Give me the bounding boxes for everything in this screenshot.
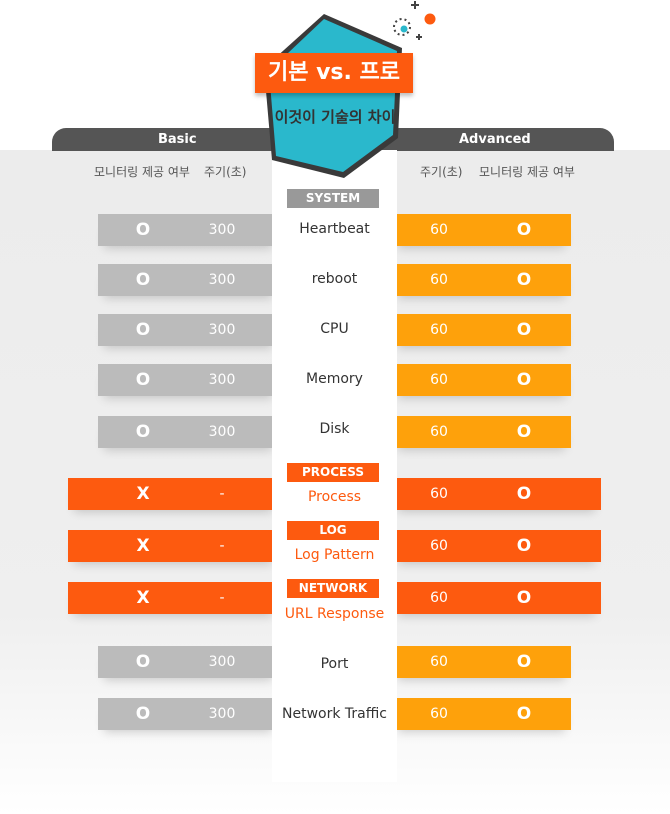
feature-label: CPU bbox=[320, 321, 349, 337]
tab-basic-label: Basic bbox=[158, 132, 197, 147]
basic-provided-value: X bbox=[136, 484, 150, 504]
advanced-period-value: 60 bbox=[430, 654, 448, 670]
advanced-period-value: 60 bbox=[430, 486, 448, 502]
feature-label: Heartbeat bbox=[299, 221, 370, 237]
basic-row-bar: O 300 bbox=[98, 314, 278, 346]
feature-label: Process bbox=[307, 489, 362, 505]
advanced-period-value: 60 bbox=[430, 538, 448, 554]
advanced-period-value: 60 bbox=[430, 590, 448, 606]
feature-label: Memory bbox=[306, 371, 363, 387]
badge-subtitle: 이것이 기술의 차이 bbox=[274, 108, 396, 126]
advanced-provided-value: O bbox=[516, 536, 532, 556]
advanced-provided-value: O bbox=[516, 220, 532, 240]
advanced-row-bar: 60 O bbox=[392, 264, 571, 296]
advanced-provided-value: O bbox=[516, 270, 532, 290]
basic-period-value: 300 bbox=[208, 272, 236, 288]
advanced-row-bar: 60 O bbox=[392, 646, 571, 678]
basic-provided-value: X bbox=[136, 536, 150, 556]
category-log: LOG bbox=[287, 521, 379, 540]
advanced-period-header: 주기(초) bbox=[420, 165, 463, 179]
feature-label: Log Pattern bbox=[294, 547, 375, 563]
advanced-provided-value: O bbox=[516, 484, 532, 504]
basic-row-bar: O 300 bbox=[98, 364, 278, 396]
basic-period-value: 300 bbox=[208, 322, 236, 338]
basic-period-value: 300 bbox=[208, 654, 236, 670]
feature-label: Port bbox=[320, 656, 349, 672]
basic-period-value: 300 bbox=[208, 222, 236, 238]
advanced-provided-value: O bbox=[516, 422, 532, 442]
advanced-row-bar: 60 O bbox=[392, 416, 571, 448]
basic-row-bar: O 300 bbox=[98, 698, 278, 730]
basic-provided-value: O bbox=[135, 320, 151, 340]
badge-title: 기본 vs. 프로 bbox=[255, 53, 413, 93]
advanced-provided-value: O bbox=[516, 320, 532, 340]
sparkle-decoration-icon bbox=[393, 1, 436, 40]
tab-advanced: Advanced bbox=[337, 128, 614, 151]
basic-row-bar: X- bbox=[68, 478, 278, 510]
advanced-period-value: 60 bbox=[430, 222, 448, 238]
basic-period-value: 300 bbox=[208, 424, 236, 440]
advanced-provided-value: O bbox=[516, 370, 532, 390]
basic-period-value: - bbox=[219, 590, 225, 606]
basic-period-value: 300 bbox=[208, 372, 236, 388]
advanced-row-bar: 60 O bbox=[392, 698, 571, 730]
advanced-provided-value: O bbox=[516, 588, 532, 608]
feature-label: URL Response bbox=[284, 606, 385, 622]
basic-row-bar: O 300 bbox=[98, 416, 278, 448]
advanced-row-bar: 60 O bbox=[392, 214, 571, 246]
advanced-period-value: 60 bbox=[430, 372, 448, 388]
feature-label: Network Traffic bbox=[282, 706, 387, 722]
feature-label: Disk bbox=[319, 421, 350, 437]
advanced-row-bar: 60 O bbox=[392, 314, 571, 346]
basic-provided-value: O bbox=[135, 270, 151, 290]
basic-period-value: - bbox=[219, 486, 225, 502]
basic-row-bar: X- bbox=[68, 530, 278, 562]
basic-period-value: - bbox=[219, 538, 225, 554]
advanced-row-bar: 60 O bbox=[392, 478, 601, 510]
advanced-provided-value: O bbox=[516, 704, 532, 724]
advanced-period-value: 60 bbox=[430, 424, 448, 440]
advanced-period-value: 60 bbox=[430, 322, 448, 338]
basic-row-bar: O 300 bbox=[98, 264, 278, 296]
basic-provided-value: X bbox=[136, 588, 150, 608]
category-network: NETWORK bbox=[287, 579, 379, 598]
basic-row-bar: O 300 bbox=[98, 646, 278, 678]
advanced-period-value: 60 bbox=[430, 272, 448, 288]
advanced-provided-value: O bbox=[516, 652, 532, 672]
category-process: PROCESS bbox=[287, 463, 379, 482]
advanced-provided-header: 모니터링 제공 여부 bbox=[479, 165, 575, 179]
basic-period-value: 300 bbox=[208, 706, 236, 722]
basic-provided-value: O bbox=[135, 652, 151, 672]
advanced-row-bar: 60 O bbox=[392, 364, 571, 396]
basic-provided-header: 모니터링 제공 여부 bbox=[94, 165, 190, 179]
advanced-period-value: 60 bbox=[430, 706, 448, 722]
tab-basic: Basic bbox=[52, 128, 337, 151]
advanced-row-bar: 60 O bbox=[392, 530, 601, 562]
feature-label: reboot bbox=[311, 271, 358, 287]
basic-provided-value: O bbox=[135, 704, 151, 724]
basic-provided-value: O bbox=[135, 220, 151, 240]
basic-row-bar: O 300 bbox=[98, 214, 278, 246]
tab-advanced-label: Advanced bbox=[459, 132, 531, 147]
basic-period-header: 주기(초) bbox=[204, 165, 247, 179]
basic-provided-value: O bbox=[135, 422, 151, 442]
advanced-row-bar: 60 O bbox=[392, 582, 601, 614]
basic-row-bar: X- bbox=[68, 582, 278, 614]
basic-provided-value: O bbox=[135, 370, 151, 390]
category-system: SYSTEM bbox=[287, 189, 379, 208]
